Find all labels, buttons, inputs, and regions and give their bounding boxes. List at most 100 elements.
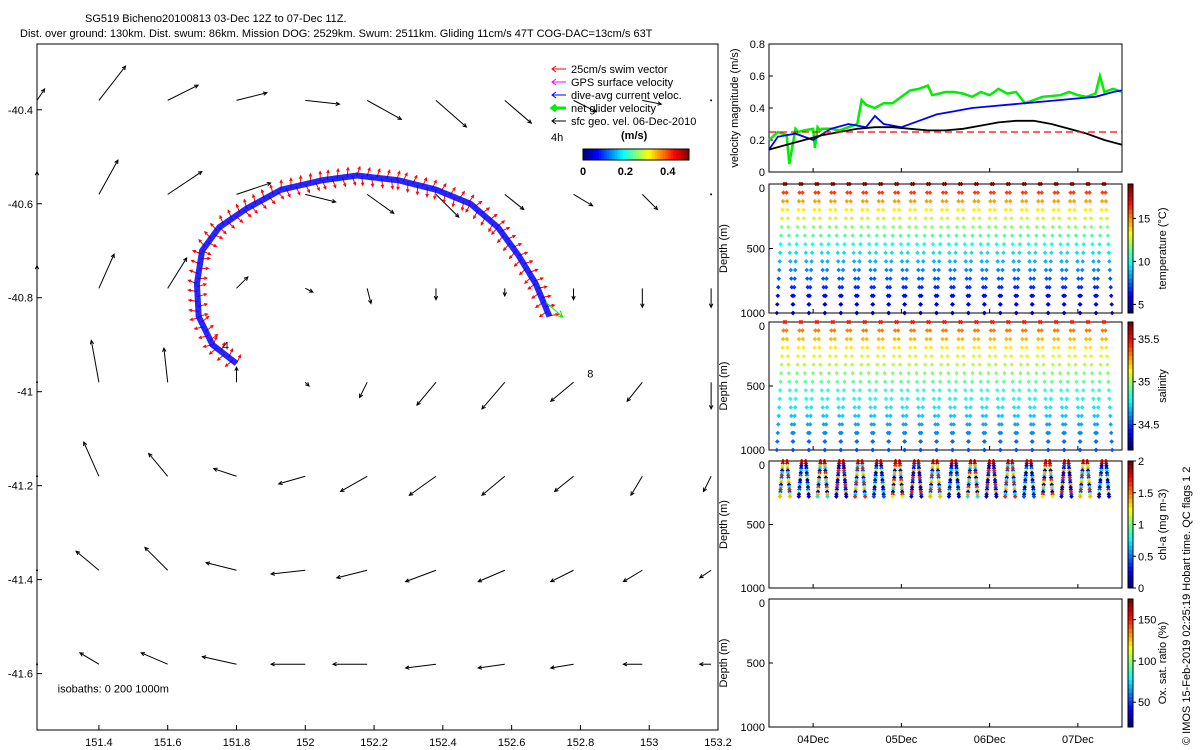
dive-profile-mark — [948, 405, 953, 410]
dive-profile-mark — [1067, 336, 1073, 342]
swim-vector-head — [202, 344, 207, 348]
dive-profile-mark — [1018, 362, 1024, 367]
depth-colorbar-cell — [1128, 667, 1133, 673]
dive-profile-mark — [820, 267, 825, 273]
current-vector — [416, 381, 437, 406]
dive-profile-mark — [927, 319, 932, 325]
legend-swatch-head — [549, 103, 557, 113]
dive-profile-mark — [1035, 216, 1040, 221]
depth-y-label: Depth (m) — [718, 500, 730, 549]
dive-profile-mark — [823, 293, 828, 299]
velocity-y-tick-label: 0.8 — [750, 39, 765, 51]
dive-profile-mark — [891, 345, 897, 350]
dive-profile-mark — [937, 379, 943, 384]
dive-profile-mark — [921, 388, 926, 393]
current-vector-head — [305, 382, 310, 387]
dive-profile-mark — [820, 276, 826, 281]
current-vector-head — [703, 487, 707, 493]
dive-profile-mark — [920, 259, 926, 264]
swim-vector-head — [465, 208, 469, 213]
dive-profile-mark — [1104, 216, 1110, 221]
dive-profile-mark — [822, 310, 827, 316]
dive-profile-mark — [1049, 250, 1054, 256]
dive-profile-mark — [880, 336, 885, 342]
dive-profile-mark — [972, 328, 978, 333]
dive-profile-mark — [804, 405, 809, 410]
swim-vector-head — [452, 186, 456, 191]
current-vector — [642, 99, 662, 105]
dive-profile-mark — [936, 405, 941, 410]
depth-colorbar-cell — [1128, 415, 1133, 421]
map-axes-box — [36, 43, 719, 731]
dive-profile-mark — [1016, 259, 1022, 264]
dive-profile-mark — [1044, 422, 1050, 427]
swim-vector-head — [501, 220, 506, 224]
dive-profile-mark — [1093, 310, 1099, 316]
dive-profile-mark — [903, 430, 908, 436]
dive-profile-mark — [932, 276, 938, 281]
dive-profile-mark — [1042, 250, 1048, 256]
dive-profile-mark — [996, 276, 1001, 281]
depth-colorbar-cell — [1128, 633, 1133, 638]
dive-profile-mark — [944, 345, 950, 350]
dive-profile-mark — [895, 328, 901, 333]
dive-profile-mark — [854, 439, 860, 444]
dive-profile-mark — [954, 362, 960, 367]
depth-colorbar-cell — [1128, 692, 1133, 698]
depth-colorbar-cell — [1128, 300, 1133, 305]
dive-profile-mark — [1045, 447, 1051, 453]
dive-profile-mark — [1017, 379, 1023, 384]
dive-profile-mark — [1040, 207, 1045, 213]
swim-vector-head — [219, 235, 224, 239]
colorbar-cell — [606, 149, 610, 160]
dive-profile-mark — [968, 396, 974, 402]
swim-vector-head — [342, 183, 347, 188]
dive-profile-mark — [899, 388, 904, 393]
dive-profile-mark — [888, 267, 894, 273]
map-x-tick-label: 153.2 — [704, 737, 732, 749]
colorbar-cell — [633, 149, 637, 160]
dive-profile-mark — [790, 447, 796, 453]
colorbar-title: (m/s) — [621, 130, 648, 142]
dive-profile-mark — [975, 328, 981, 333]
dive-profile-mark — [905, 379, 911, 384]
dive-profile-mark — [983, 284, 988, 290]
dive-profile-mark — [881, 362, 887, 367]
dive-profile-mark — [1011, 396, 1016, 402]
depth-colorbar-cell — [1128, 274, 1133, 280]
dive-profile-mark — [805, 284, 810, 290]
depth-y-tick-label: 500 — [747, 520, 765, 532]
dive-profile-mark — [1083, 198, 1089, 204]
dive-profile-mark — [834, 370, 839, 376]
dive-profile-mark — [1070, 319, 1076, 325]
dive-profile-mark — [857, 388, 863, 393]
dive-profile-mark — [904, 267, 910, 273]
dive-profile-mark — [854, 310, 859, 316]
dive-profile-mark — [1106, 388, 1112, 393]
depth-colorbar-cell — [1128, 507, 1133, 513]
dive-profile-mark — [1087, 328, 1092, 333]
map-x-tick-label: 152.6 — [498, 737, 526, 749]
dive-profile-mark — [972, 336, 977, 342]
swim-vector-head — [187, 288, 192, 293]
dive-profile-mark — [1033, 250, 1038, 256]
dive-profile-mark — [1057, 224, 1062, 230]
dive-profile-mark — [940, 336, 945, 342]
current-vector-head — [266, 181, 272, 187]
dive-profile-mark — [984, 405, 989, 410]
dive-profile-mark — [789, 284, 795, 290]
colorbar-tick-label: 0.4 — [660, 166, 676, 178]
current-vector — [83, 441, 100, 477]
dive-profile-mark — [1095, 413, 1100, 419]
dive-profile-mark — [847, 319, 853, 325]
colorbar-cell — [673, 149, 677, 160]
dive-profile-mark — [825, 396, 830, 402]
swim-vector-head — [397, 170, 401, 175]
dive-profile-mark — [992, 336, 997, 342]
velocity-panel: 0 0.2 0.4 0.6 0.8 velocity magnitude (m/s) — [729, 39, 1123, 179]
dive-profile-mark — [1093, 447, 1099, 453]
current-vector — [504, 193, 525, 210]
map-x-tick-label: 152.4 — [429, 737, 457, 749]
dive-profile-mark — [900, 267, 905, 273]
swim-vector-head — [235, 203, 240, 208]
